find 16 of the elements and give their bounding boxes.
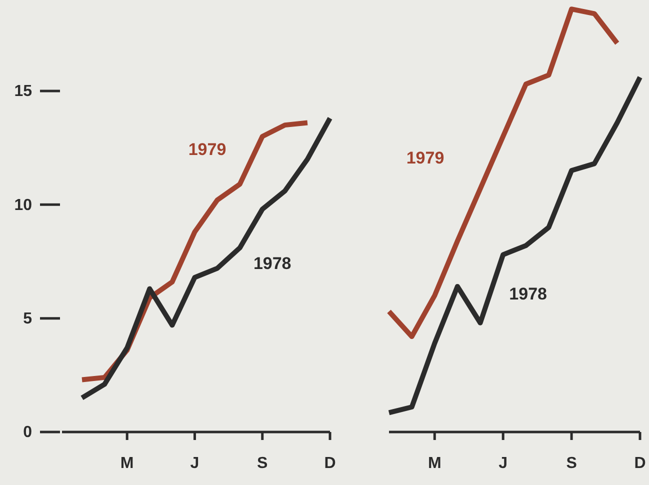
series-label: 1979 <box>188 140 226 160</box>
series-label: 1978 <box>509 284 548 304</box>
y-tick-label: 10 <box>14 196 32 214</box>
x-tick-label: J <box>498 455 508 472</box>
x-tick-label: M <box>428 455 442 472</box>
y-tick-label: 5 <box>23 310 32 328</box>
y-tick-label: 0 <box>23 424 32 442</box>
x-tick-label: J <box>190 455 200 472</box>
text: 1979 <box>406 148 444 168</box>
series-label: 1978 <box>253 254 292 274</box>
y-tick-label: 15 <box>14 83 32 100</box>
x-tick-label: D <box>324 455 336 472</box>
x-tick-label: S <box>257 455 268 472</box>
x-tick-label: M <box>120 455 134 472</box>
x-tick-label: S <box>566 455 578 472</box>
x-tick-label: D <box>634 455 646 472</box>
